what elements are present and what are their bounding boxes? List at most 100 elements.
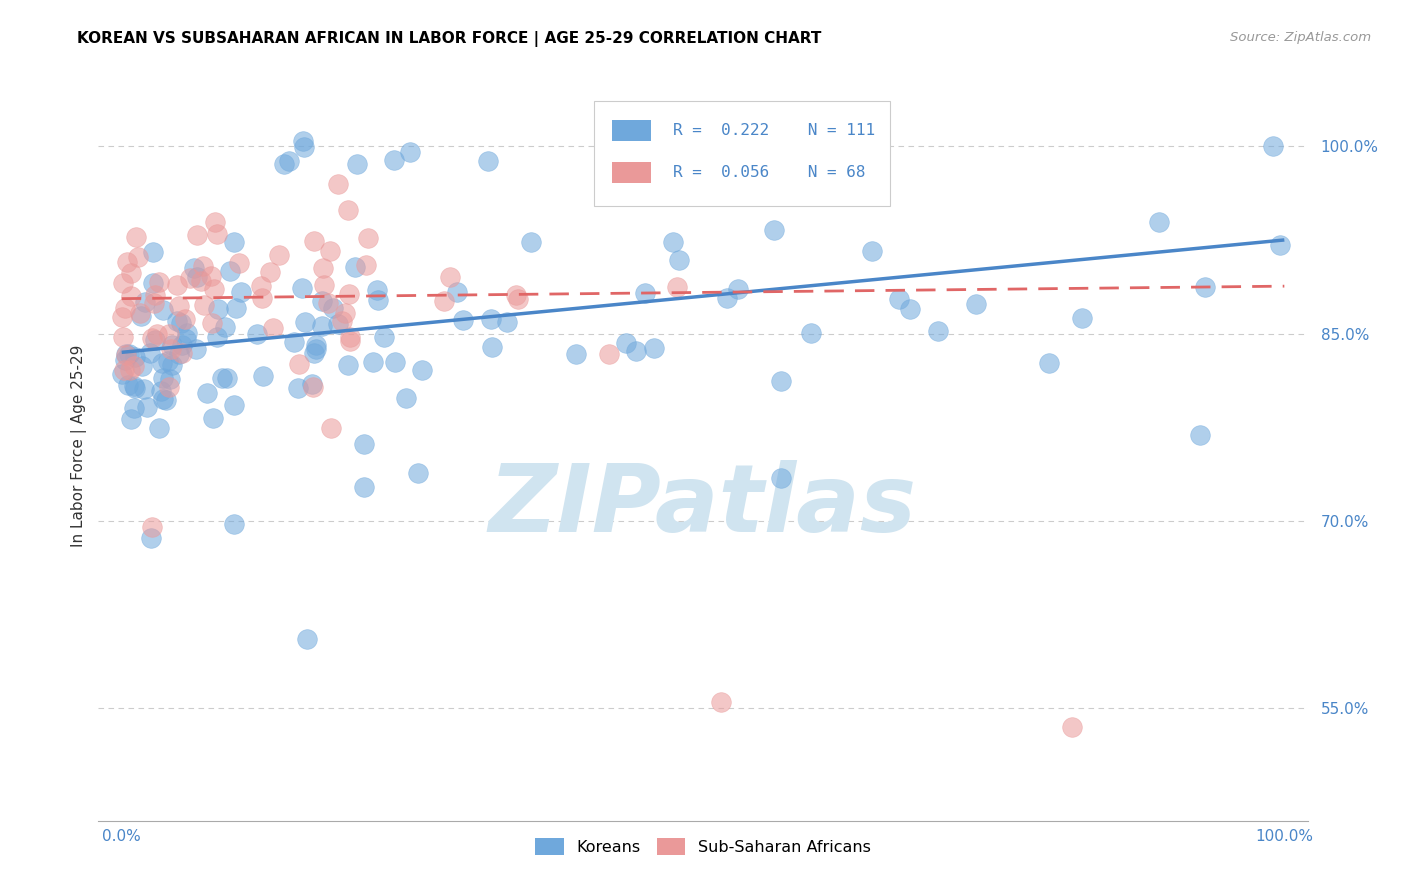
Point (292, 134, 315, 148)
Point (354, 258, 377, 272)
Text: R =  0.222    N = 111: R = 0.222 N = 111 (672, 123, 875, 138)
Point (166, 314, 188, 328)
Point (367, 293, 389, 307)
Point (800, 326, 823, 340)
Point (301, 377, 323, 392)
Text: ZIPatlas: ZIPatlas (489, 460, 917, 552)
Point (382, 153, 405, 167)
Text: Source: ZipAtlas.com: Source: ZipAtlas.com (1230, 31, 1371, 45)
Point (160, 359, 183, 373)
Point (142, 245, 165, 260)
Point (136, 400, 159, 414)
Point (186, 343, 208, 357)
Point (122, 379, 145, 393)
Point (124, 381, 146, 395)
Point (139, 532, 162, 546)
Point (294, 315, 316, 329)
Point (288, 357, 311, 371)
Point (333, 305, 356, 319)
Point (111, 310, 134, 324)
Point (114, 353, 136, 368)
Point (312, 261, 335, 276)
Point (860, 244, 883, 258)
Point (495, 315, 517, 329)
Point (148, 420, 170, 434)
Point (202, 410, 225, 425)
Point (252, 368, 274, 383)
Point (124, 350, 146, 364)
FancyBboxPatch shape (613, 120, 651, 141)
Point (318, 296, 340, 310)
Point (519, 235, 541, 250)
Point (174, 312, 197, 326)
Point (384, 354, 406, 368)
Point (373, 330, 395, 344)
Point (624, 343, 647, 358)
Point (666, 279, 689, 293)
Point (439, 270, 461, 285)
Point (262, 321, 284, 335)
Point (201, 316, 224, 330)
Point (337, 203, 360, 218)
Point (353, 437, 375, 451)
Point (291, 281, 314, 295)
Point (357, 231, 380, 245)
Point (195, 386, 218, 401)
Point (273, 157, 295, 171)
Point (614, 335, 637, 350)
Point (167, 346, 190, 360)
Point (186, 227, 208, 242)
Point (898, 301, 921, 316)
Point (344, 260, 367, 274)
Point (190, 274, 212, 288)
FancyBboxPatch shape (595, 102, 890, 206)
Point (152, 392, 174, 406)
Point (160, 337, 183, 351)
Point (479, 312, 502, 326)
Point (259, 265, 281, 279)
Point (143, 333, 166, 347)
Point (287, 381, 309, 395)
Point (965, 297, 987, 311)
Point (1038, 356, 1060, 370)
Point (319, 244, 342, 258)
Point (114, 347, 136, 361)
Point (727, 281, 749, 295)
Point (769, 471, 792, 485)
Point (337, 287, 360, 301)
FancyBboxPatch shape (613, 161, 651, 183)
Point (346, 157, 368, 171)
Point (170, 316, 193, 330)
Point (222, 398, 245, 412)
Point (433, 294, 456, 309)
Point (1060, 720, 1083, 734)
Point (231, 285, 253, 299)
Point (505, 288, 527, 302)
Point (118, 346, 141, 360)
Legend: Koreans, Sub-Saharan Africans: Koreans, Sub-Saharan Africans (529, 832, 877, 862)
Point (200, 269, 222, 284)
Point (326, 317, 349, 331)
Point (118, 363, 141, 377)
Point (157, 353, 180, 368)
Point (222, 517, 245, 532)
Point (134, 295, 156, 310)
Point (149, 384, 172, 398)
Point (319, 421, 342, 435)
Point (219, 264, 242, 278)
Point (205, 227, 228, 241)
Point (124, 401, 146, 415)
Point (250, 278, 273, 293)
Point (353, 480, 375, 494)
Point (207, 329, 229, 343)
Point (506, 292, 529, 306)
Point (183, 260, 205, 275)
Point (292, 140, 315, 154)
Point (269, 248, 291, 262)
Point (207, 302, 229, 317)
Point (598, 347, 620, 361)
Point (111, 330, 134, 344)
Point (155, 393, 177, 408)
Point (228, 256, 250, 270)
Point (395, 392, 418, 406)
